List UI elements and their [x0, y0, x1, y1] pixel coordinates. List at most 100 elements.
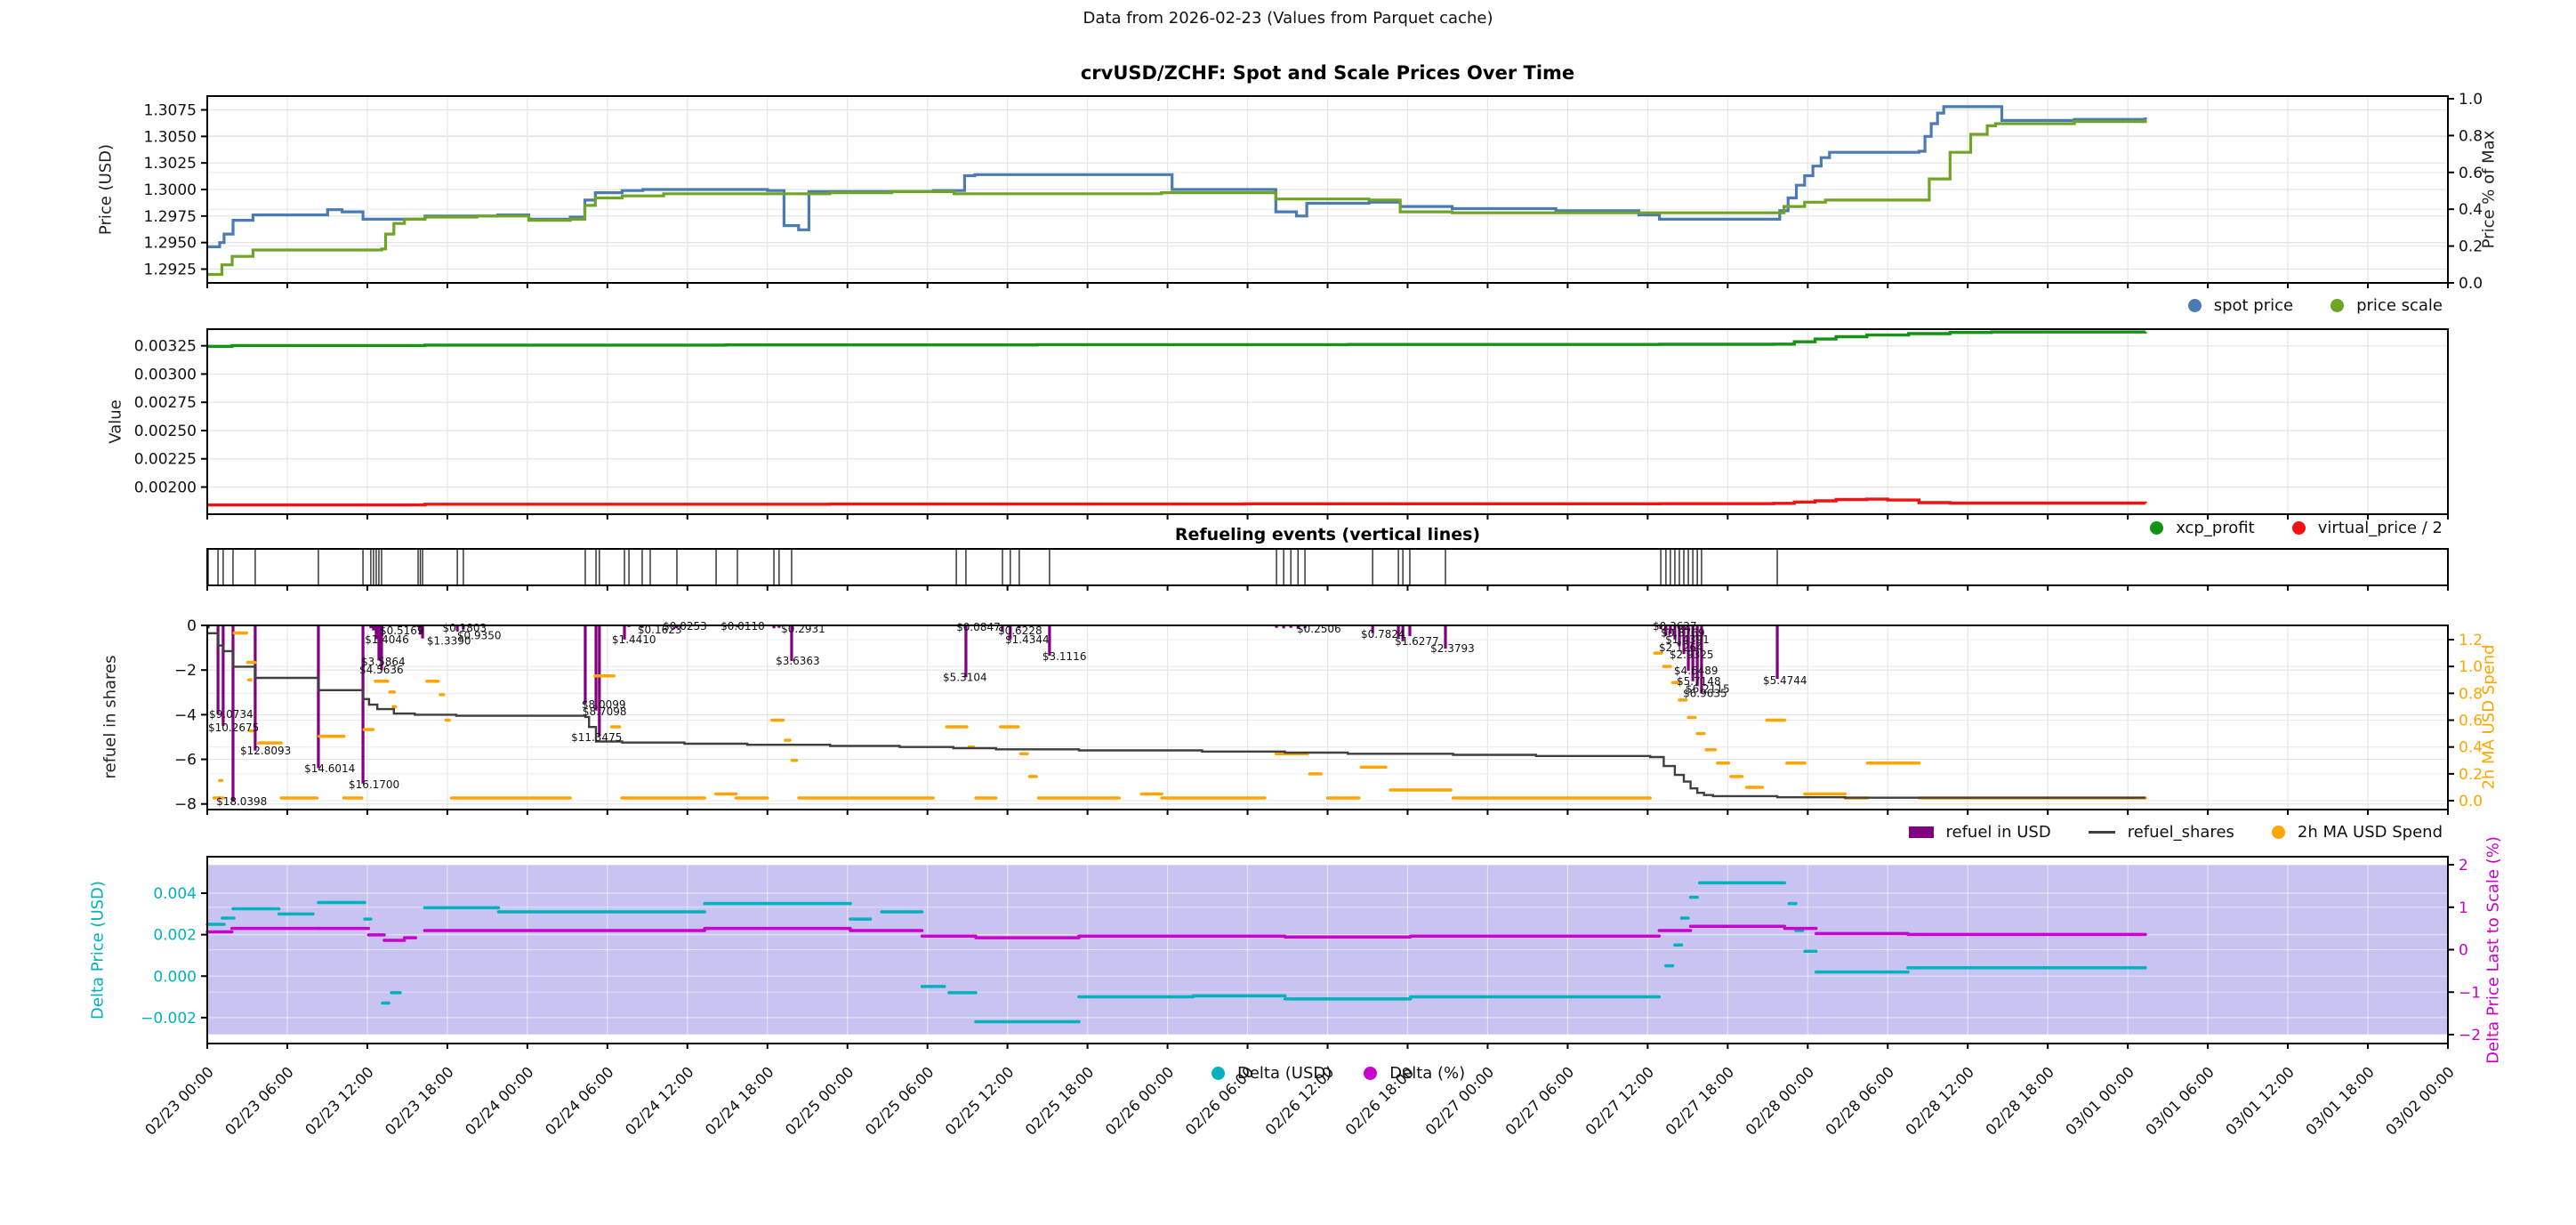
refuel-annotation: $0.0847 — [956, 621, 1001, 633]
refuel-annotation: $1.6277 — [1395, 635, 1439, 648]
refuel-annotation: $0.6228 — [998, 625, 1042, 637]
refuel-annotation: $6.9635 — [1683, 687, 1727, 699]
y-tick-label: 1.2 — [2459, 632, 2483, 649]
refuel-annotation: $0.8769 — [1661, 627, 1705, 640]
y-tick-label: 1.3000 — [144, 181, 197, 199]
legend-item: price scale — [2330, 296, 2443, 315]
x-tick-label: 02/25 00:00 — [782, 1063, 857, 1138]
x-tick-label: 02/25 12:00 — [942, 1063, 1017, 1138]
x-tick-label: 02/24 12:00 — [622, 1063, 696, 1138]
legend-marker-dot — [2330, 299, 2345, 312]
y-tick-label: 0.2 — [2459, 238, 2483, 256]
x-tick-label: 02/26 00:00 — [1102, 1063, 1177, 1138]
legend-label: Delta (%) — [1389, 1064, 1466, 1083]
legend-marker-dot — [2187, 299, 2202, 312]
legend-marker-dot — [2291, 521, 2306, 535]
y-tick-label: 1.2950 — [144, 235, 197, 253]
refuel-annotation: $3.1116 — [1042, 650, 1087, 663]
y-tick-label: 0.8 — [2459, 127, 2483, 145]
legend-label: xcp_profit — [2176, 519, 2255, 537]
x-tick-label: 02/28 18:00 — [1983, 1063, 2057, 1138]
y-tick-label: 1.3075 — [144, 102, 197, 120]
x-tick-label: 02/23 00:00 — [141, 1063, 216, 1138]
series-spot-price — [207, 105, 2147, 248]
refuel-annotation: $2.1264 — [1659, 641, 1703, 654]
legend-label: refuel_shares — [2127, 823, 2234, 842]
y-tick-label: −4 — [174, 706, 197, 724]
x-tick-label: 02/24 18:00 — [702, 1063, 777, 1138]
y-tick-label: 0.00200 — [134, 480, 197, 497]
y-tick-label: 0.002 — [153, 927, 197, 945]
events-strip-border — [206, 548, 2449, 586]
legend-item: xcp_profit — [2150, 519, 2255, 537]
y-tick-label: 0.00325 — [134, 338, 197, 356]
x-tick-label: 02/25 06:00 — [862, 1063, 937, 1138]
refuel-annotation: $1.4391 — [1665, 633, 1710, 646]
x-tick-label: 03/01 00:00 — [2063, 1063, 2137, 1138]
refuel-annotation: $1.4046 — [365, 633, 409, 646]
refuel-annotation: $9.0734 — [209, 708, 254, 721]
x-tick-label: 02/24 00:00 — [462, 1063, 536, 1138]
refuel-annotation: $5.3104 — [943, 672, 987, 684]
refuel-annotation: $0.0253 — [663, 620, 707, 633]
refuel-annotation: $18.0398 — [216, 795, 267, 808]
y-tick-label: 1.2975 — [144, 208, 197, 226]
y-tick-label: 2 — [2459, 857, 2468, 874]
y-tick-label: 1.3025 — [144, 155, 197, 173]
y-tick-label: 0.4 — [2459, 739, 2483, 757]
refuel-annotation: $14.6014 — [304, 762, 355, 775]
x-tick-label: 02/28 12:00 — [1903, 1063, 1977, 1138]
y-tick-label: 0.8 — [2459, 685, 2483, 703]
y-tick-label: −1 — [2459, 984, 2481, 1002]
refuel-annotation: $4.6489 — [1674, 665, 1719, 677]
legend-item: 2h MA USD Spend — [2271, 823, 2443, 842]
y-tick-label: 0.6 — [2459, 165, 2483, 182]
y-tick-label: −2 — [174, 662, 197, 680]
refuel-annotation: $11.3475 — [571, 731, 622, 744]
y-tick-label: 0.00250 — [134, 423, 197, 440]
y-tick-label: 0.00225 — [134, 451, 197, 469]
x-tick-label: 02/27 06:00 — [1502, 1063, 1577, 1138]
x-tick-label: 02/27 18:00 — [1662, 1063, 1737, 1138]
refuel-annotation: $0.3627 — [1653, 620, 1697, 633]
figure-suptitle: Data from 2026-02-23 (Values from Parque… — [1083, 9, 1493, 28]
series-xcp-profit — [207, 330, 2147, 348]
refuel-annotation: $6.2115 — [1686, 682, 1730, 695]
y-tick-label: 0.004 — [153, 885, 197, 903]
x-tick-label: 02/27 12:00 — [1582, 1063, 1657, 1138]
series-refuel-shares — [207, 632, 2145, 799]
y-tick-label: 0.00300 — [134, 366, 197, 383]
refuel-annotation: $3.6363 — [776, 655, 820, 667]
refuel-annotation: $0.5169 — [380, 625, 424, 637]
y-tick-label: −2 — [2459, 1027, 2481, 1044]
legend-marker-dot — [1364, 1067, 1378, 1080]
y-tick-label: −8 — [174, 796, 197, 814]
legend-marker-dot — [1212, 1067, 1225, 1080]
refuel-annotation: $5.7148 — [1677, 675, 1721, 688]
legend-marker-dot — [2271, 826, 2285, 839]
x-tick-label: 03/01 06:00 — [2143, 1063, 2218, 1138]
value-legend: xcp_profit virtual_price / 2 — [2150, 519, 2443, 537]
y-tick-label: 1.3050 — [144, 128, 197, 146]
x-tick-label: 02/24 06:00 — [542, 1063, 616, 1138]
legend-item: spot price — [2187, 296, 2293, 315]
legend-label: Delta (USD) — [1237, 1064, 1332, 1083]
y-tick-label: 1.0 — [2459, 91, 2483, 109]
y-tick-label: 0.6 — [2459, 713, 2483, 730]
x-tick-label: 02/23 06:00 — [221, 1063, 296, 1138]
y-tick-label: 0.0 — [2459, 793, 2483, 810]
refuel-annotation: $1.4410 — [612, 633, 656, 646]
refuel-annotation: $0.1623 — [638, 624, 682, 636]
y-tick-label: 1 — [2459, 899, 2468, 917]
price-chart-title: crvUSD/ZCHF: Spot and Scale Prices Over … — [1080, 62, 1575, 84]
y-tick-label: 0 — [187, 617, 197, 635]
y-tick-label: 1.2925 — [144, 261, 197, 278]
y-tick-label: −6 — [174, 752, 197, 770]
refuel-annotation: $5.4744 — [1763, 674, 1807, 687]
x-tick-label: 02/23 12:00 — [302, 1063, 376, 1138]
x-tick-label: 03/02 00:00 — [2382, 1063, 2457, 1138]
y-tick-label: 0.000 — [153, 968, 197, 986]
x-tick-label: 03/01 12:00 — [2223, 1063, 2298, 1138]
legend-item: virtual_price / 2 — [2291, 519, 2443, 537]
